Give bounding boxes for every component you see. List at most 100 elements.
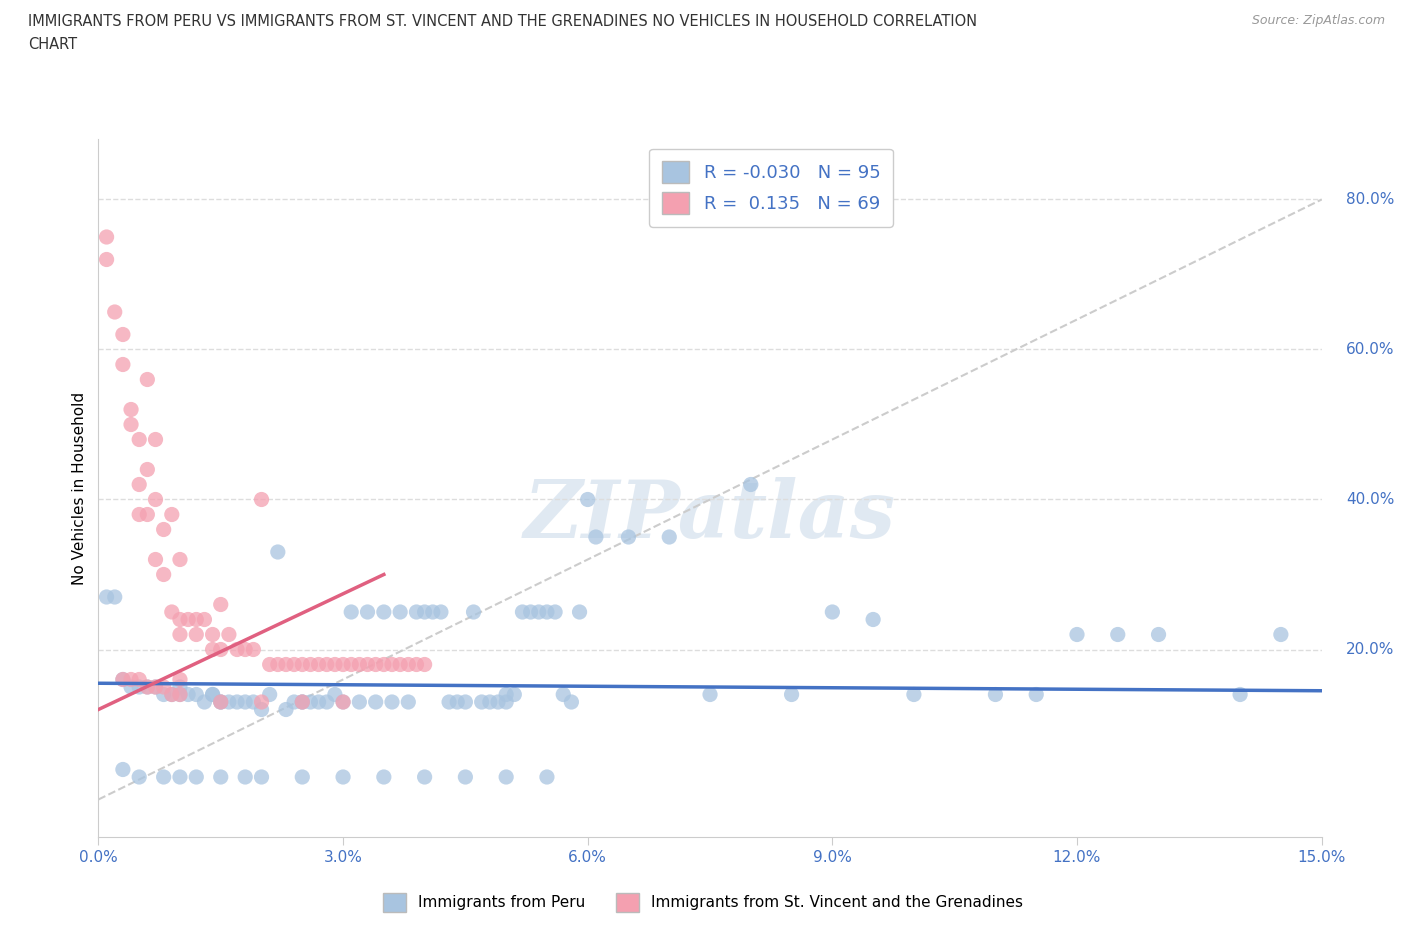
Point — [193, 695, 215, 710]
Point — [1147, 627, 1170, 642]
Point — [209, 597, 232, 612]
Point — [585, 529, 607, 544]
Point — [1025, 687, 1047, 702]
Point — [169, 680, 191, 695]
Point — [740, 477, 762, 492]
Point — [250, 702, 273, 717]
Point — [111, 672, 134, 687]
Point — [356, 604, 378, 619]
Point — [177, 687, 200, 702]
Point — [349, 658, 371, 672]
Point — [291, 695, 314, 710]
Point — [332, 658, 354, 672]
Point — [169, 672, 191, 687]
Point — [128, 680, 150, 695]
Point — [495, 695, 517, 710]
Point — [120, 417, 142, 432]
Point — [104, 590, 127, 604]
Point — [169, 687, 191, 702]
Point — [299, 658, 322, 672]
Point — [291, 695, 314, 710]
Legend: Immigrants from Peru, Immigrants from St. Vincent and the Grenadines: Immigrants from Peru, Immigrants from St… — [377, 887, 1029, 918]
Point — [136, 507, 159, 522]
Point — [323, 687, 346, 702]
Point — [495, 769, 517, 784]
Point — [405, 658, 427, 672]
Point — [413, 604, 436, 619]
Point — [862, 612, 884, 627]
Point — [160, 687, 183, 702]
Point — [242, 695, 264, 710]
Point — [299, 695, 322, 710]
Point — [226, 695, 249, 710]
Point — [209, 642, 232, 657]
Point — [128, 672, 150, 687]
Point — [128, 432, 150, 447]
Point — [145, 492, 167, 507]
Point — [478, 695, 501, 710]
Point — [430, 604, 453, 619]
Point — [145, 680, 167, 695]
Point — [250, 695, 273, 710]
Point — [568, 604, 591, 619]
Point — [389, 604, 412, 619]
Point — [780, 687, 803, 702]
Point — [218, 695, 240, 710]
Point — [233, 642, 256, 657]
Text: ZIPatlas: ZIPatlas — [524, 477, 896, 555]
Point — [267, 658, 290, 672]
Point — [209, 695, 232, 710]
Point — [136, 372, 159, 387]
Point — [332, 695, 354, 710]
Point — [136, 462, 159, 477]
Point — [903, 687, 925, 702]
Point — [152, 769, 174, 784]
Point — [169, 627, 191, 642]
Point — [413, 769, 436, 784]
Point — [446, 695, 468, 710]
Text: IMMIGRANTS FROM PERU VS IMMIGRANTS FROM ST. VINCENT AND THE GRENADINES NO VEHICL: IMMIGRANTS FROM PERU VS IMMIGRANTS FROM … — [28, 14, 977, 29]
Point — [250, 492, 273, 507]
Point — [340, 604, 363, 619]
Point — [233, 695, 256, 710]
Point — [111, 357, 134, 372]
Point — [169, 687, 191, 702]
Point — [96, 230, 118, 245]
Point — [111, 327, 134, 342]
Text: 20.0%: 20.0% — [1346, 642, 1395, 657]
Point — [821, 604, 844, 619]
Point — [160, 507, 183, 522]
Point — [536, 604, 558, 619]
Point — [267, 545, 290, 560]
Point — [128, 477, 150, 492]
Point — [340, 658, 363, 672]
Point — [291, 769, 314, 784]
Point — [553, 687, 575, 702]
Point — [242, 642, 264, 657]
Point — [145, 432, 167, 447]
Point — [389, 658, 412, 672]
Point — [699, 687, 721, 702]
Point — [503, 687, 526, 702]
Point — [471, 695, 494, 710]
Point — [356, 658, 378, 672]
Point — [136, 680, 159, 695]
Point — [291, 658, 314, 672]
Point — [209, 769, 232, 784]
Point — [177, 612, 200, 627]
Point — [169, 612, 191, 627]
Point — [274, 702, 297, 717]
Point — [186, 769, 208, 784]
Point — [186, 612, 208, 627]
Text: 60.0%: 60.0% — [1346, 342, 1395, 357]
Legend: R = -0.030   N = 95, R =  0.135   N = 69: R = -0.030 N = 95, R = 0.135 N = 69 — [650, 149, 893, 227]
Point — [422, 604, 444, 619]
Point — [332, 695, 354, 710]
Point — [315, 695, 337, 710]
Point — [283, 658, 305, 672]
Point — [160, 604, 183, 619]
Point — [308, 658, 330, 672]
Point — [437, 695, 460, 710]
Point — [104, 304, 127, 319]
Point — [373, 604, 395, 619]
